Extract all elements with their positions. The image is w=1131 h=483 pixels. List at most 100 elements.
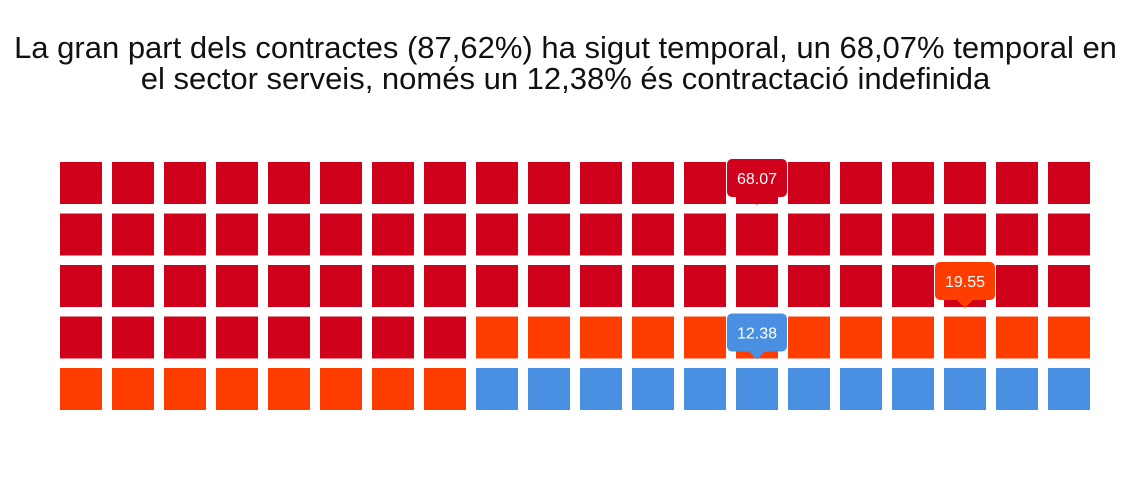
waffle-cell[interactable] xyxy=(112,213,154,256)
waffle-cell[interactable] xyxy=(632,213,674,256)
tooltip-arrow xyxy=(749,351,765,360)
waffle-cell[interactable] xyxy=(632,265,674,307)
waffle-cell[interactable] xyxy=(944,368,986,410)
waffle-cell[interactable] xyxy=(424,213,466,256)
waffle-cell[interactable] xyxy=(112,265,154,307)
waffle-cell[interactable] xyxy=(372,162,414,204)
waffle-cell[interactable] xyxy=(684,316,726,359)
waffle-cell[interactable] xyxy=(996,213,1038,256)
waffle-cell[interactable] xyxy=(580,265,622,307)
waffle-cell[interactable] xyxy=(60,368,102,410)
waffle-cell[interactable] xyxy=(216,162,258,204)
waffle-cell[interactable] xyxy=(788,213,830,256)
waffle-cell[interactable] xyxy=(840,265,882,307)
waffle-cell[interactable] xyxy=(892,162,934,204)
waffle-cell[interactable] xyxy=(736,265,778,307)
waffle-cell[interactable] xyxy=(216,368,258,410)
waffle-cell[interactable] xyxy=(580,213,622,256)
waffle-cell[interactable] xyxy=(320,368,362,410)
waffle-cell[interactable] xyxy=(424,316,466,359)
waffle-cell[interactable] xyxy=(476,368,518,410)
waffle-cell[interactable] xyxy=(372,368,414,410)
waffle-cell[interactable] xyxy=(112,162,154,204)
waffle-cell[interactable] xyxy=(944,316,986,359)
waffle-cell[interactable] xyxy=(268,316,310,359)
waffle-cell[interactable] xyxy=(372,265,414,307)
waffle-cell[interactable] xyxy=(216,265,258,307)
waffle-cell[interactable] xyxy=(684,213,726,256)
chart-title: La gran part dels contractes (87,62%) ha… xyxy=(0,32,1131,94)
waffle-cell[interactable] xyxy=(840,213,882,256)
waffle-cell[interactable] xyxy=(840,368,882,410)
waffle-cell[interactable] xyxy=(1048,316,1090,359)
waffle-cell[interactable] xyxy=(632,368,674,410)
waffle-cell[interactable] xyxy=(476,162,518,204)
waffle-cell[interactable] xyxy=(528,162,570,204)
waffle-cell[interactable] xyxy=(684,265,726,307)
waffle-cell[interactable] xyxy=(788,316,830,359)
waffle-cell[interactable] xyxy=(892,265,934,307)
waffle-cell[interactable] xyxy=(788,265,830,307)
waffle-cell[interactable] xyxy=(996,162,1038,204)
waffle-cell[interactable] xyxy=(840,162,882,204)
waffle-cell[interactable] xyxy=(736,213,778,256)
waffle-cell[interactable] xyxy=(476,316,518,359)
waffle-cell[interactable] xyxy=(320,265,362,307)
waffle-cell[interactable] xyxy=(736,368,778,410)
waffle-cell[interactable] xyxy=(1048,162,1090,204)
waffle-cell[interactable] xyxy=(528,368,570,410)
waffle-cell[interactable] xyxy=(320,316,362,359)
waffle-cell[interactable] xyxy=(632,316,674,359)
waffle-cell[interactable] xyxy=(1048,368,1090,410)
waffle-cell[interactable] xyxy=(164,265,206,307)
waffle-cell[interactable] xyxy=(164,368,206,410)
waffle-cell[interactable] xyxy=(996,265,1038,307)
waffle-cell[interactable] xyxy=(60,316,102,359)
waffle-cell[interactable] xyxy=(476,213,518,256)
waffle-cell[interactable] xyxy=(476,265,518,307)
waffle-cell[interactable] xyxy=(892,368,934,410)
waffle-cell[interactable] xyxy=(996,316,1038,359)
waffle-cell[interactable] xyxy=(944,213,986,256)
waffle-cell[interactable] xyxy=(840,316,882,359)
waffle-cell[interactable] xyxy=(372,213,414,256)
waffle-cell[interactable] xyxy=(1048,265,1090,307)
waffle-cell[interactable] xyxy=(164,213,206,256)
waffle-cell[interactable] xyxy=(320,213,362,256)
waffle-cell[interactable] xyxy=(528,213,570,256)
waffle-cell[interactable] xyxy=(112,368,154,410)
waffle-cell[interactable] xyxy=(580,316,622,359)
waffle-cell[interactable] xyxy=(788,368,830,410)
waffle-cell[interactable] xyxy=(580,162,622,204)
waffle-cell[interactable] xyxy=(528,316,570,359)
waffle-cell[interactable] xyxy=(60,162,102,204)
waffle-cell[interactable] xyxy=(892,316,934,359)
waffle-cell[interactable] xyxy=(320,162,362,204)
waffle-cell[interactable] xyxy=(424,368,466,410)
waffle-cell[interactable] xyxy=(528,265,570,307)
waffle-cell[interactable] xyxy=(580,368,622,410)
waffle-cell[interactable] xyxy=(268,162,310,204)
waffle-cell[interactable] xyxy=(632,162,674,204)
waffle-cell[interactable] xyxy=(268,368,310,410)
waffle-cell[interactable] xyxy=(60,213,102,256)
waffle-cell[interactable] xyxy=(268,213,310,256)
waffle-cell[interactable] xyxy=(164,162,206,204)
waffle-cell[interactable] xyxy=(268,265,310,307)
waffle-cell[interactable] xyxy=(112,316,154,359)
waffle-cell[interactable] xyxy=(216,316,258,359)
waffle-cell[interactable] xyxy=(372,316,414,359)
waffle-cell[interactable] xyxy=(60,265,102,307)
waffle-cell[interactable] xyxy=(944,162,986,204)
waffle-cell[interactable] xyxy=(684,162,726,204)
tooltip-label: 68.07 xyxy=(737,171,777,188)
waffle-cell[interactable] xyxy=(164,316,206,359)
waffle-cell[interactable] xyxy=(788,162,830,204)
waffle-cell[interactable] xyxy=(1048,213,1090,256)
waffle-cell[interactable] xyxy=(684,368,726,410)
waffle-cell[interactable] xyxy=(424,162,466,204)
waffle-cell[interactable] xyxy=(892,213,934,256)
waffle-cell[interactable] xyxy=(216,213,258,256)
waffle-cell[interactable] xyxy=(996,368,1038,410)
waffle-cell[interactable] xyxy=(424,265,466,307)
